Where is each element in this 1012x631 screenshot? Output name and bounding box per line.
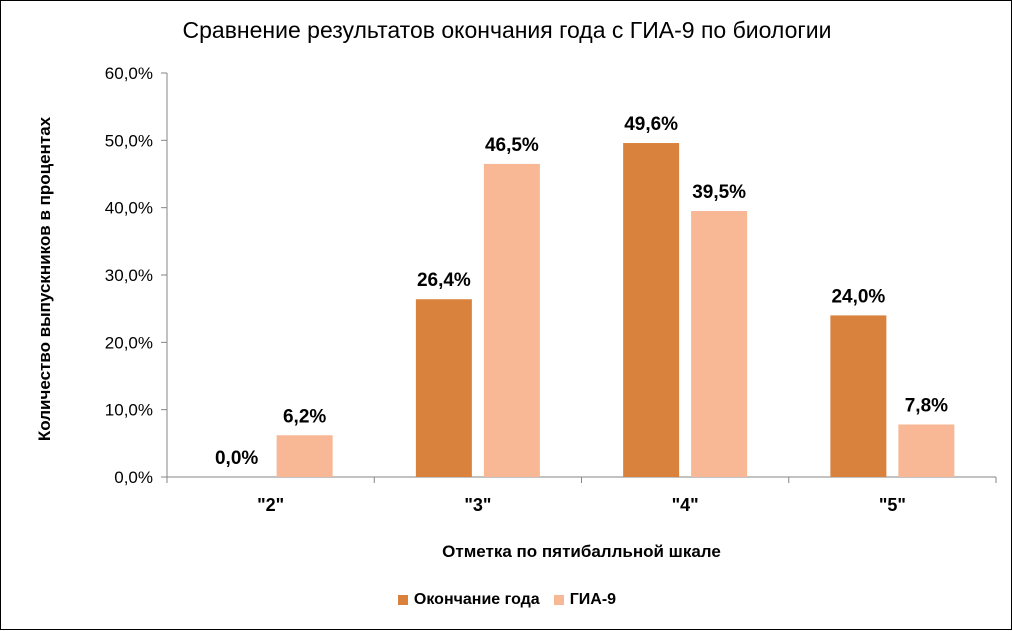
legend-label: ГИА-9 xyxy=(569,591,617,608)
x-tick-label: "5" xyxy=(879,495,906,515)
x-axis-title: Отметка по пятибалльной шкале xyxy=(442,542,721,561)
x-tick-label: "4" xyxy=(672,495,699,515)
data-label: 7,8% xyxy=(905,395,948,416)
x-tick-label: "2" xyxy=(257,495,284,515)
x-tick-label: "3" xyxy=(464,495,491,515)
y-tick-label: 20,0% xyxy=(105,333,153,352)
data-label: 6,2% xyxy=(283,406,326,427)
legend-swatch xyxy=(553,595,564,605)
data-label: 49,6% xyxy=(624,114,678,135)
chart-legend: Окончание года ГИА-9 xyxy=(1,591,1012,609)
data-label: 0,0% xyxy=(215,448,258,469)
legend-item: Окончание года xyxy=(397,591,540,609)
bar xyxy=(623,143,680,477)
y-tick-label: 0,0% xyxy=(114,468,153,487)
data-label: 39,5% xyxy=(692,182,746,203)
bar xyxy=(691,211,748,478)
y-tick-label: 60,0% xyxy=(105,64,153,83)
y-axis-title: Количество выпускников в процентах xyxy=(35,116,54,441)
chart-title: Сравнение результатов окончания года с Г… xyxy=(182,17,832,43)
bar xyxy=(898,424,955,477)
bar xyxy=(415,299,472,477)
bar xyxy=(830,315,887,477)
legend-label: Окончание года xyxy=(413,591,540,608)
y-tick-label: 50,0% xyxy=(105,131,153,150)
bar xyxy=(276,435,333,477)
legend-item: ГИА-9 xyxy=(553,591,617,609)
y-tick-label: 10,0% xyxy=(105,401,153,420)
y-tick-label: 40,0% xyxy=(105,199,153,218)
legend-swatch xyxy=(397,595,408,605)
y-tick-label: 30,0% xyxy=(105,266,153,285)
bar xyxy=(483,163,540,477)
data-label: 26,4% xyxy=(417,270,471,291)
data-label: 46,5% xyxy=(485,135,539,156)
data-label: 24,0% xyxy=(831,286,885,307)
